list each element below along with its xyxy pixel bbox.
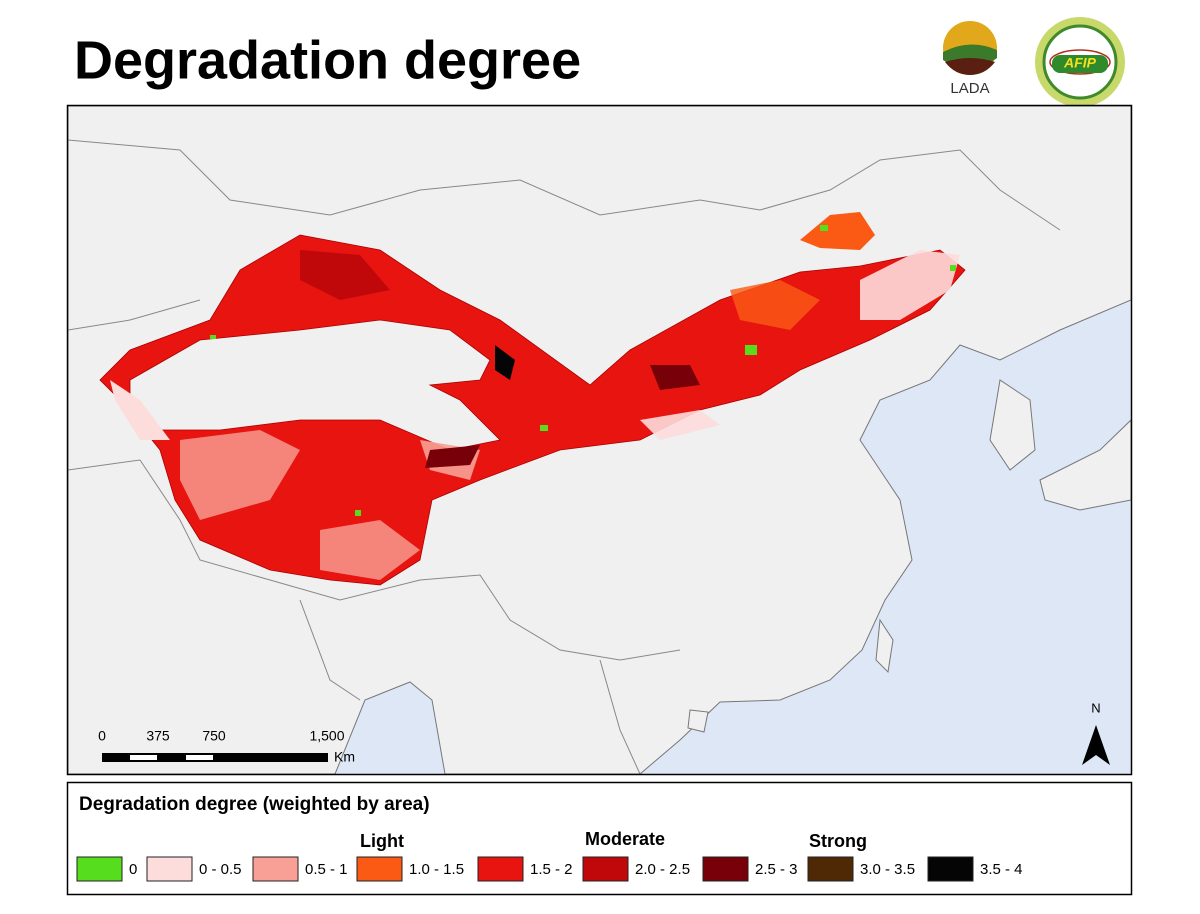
map-frame bbox=[66, 104, 1133, 776]
scale-bar: 0 375 750 1,500 Km bbox=[98, 728, 355, 765]
scale-unit: Km bbox=[334, 749, 355, 765]
scale-label: 1,500 bbox=[309, 728, 344, 744]
legend-swatch bbox=[582, 856, 629, 882]
legend-group: Strong bbox=[809, 831, 867, 851]
legend-label: 0 bbox=[129, 861, 137, 878]
legend-swatch bbox=[252, 856, 299, 882]
north-label: N bbox=[1091, 700, 1100, 715]
legend-label: 0.5 - 1 bbox=[305, 861, 348, 878]
scale-label: 0 bbox=[98, 728, 106, 744]
logo-text: AFIP bbox=[1063, 55, 1097, 71]
legend-swatch bbox=[927, 856, 974, 882]
legend-label: 2.5 - 3 bbox=[755, 861, 798, 878]
legend-swatch bbox=[702, 856, 749, 882]
legend-swatch bbox=[146, 856, 193, 882]
legend-title: Degradation degree (weighted by area) bbox=[79, 794, 430, 815]
legend-swatch bbox=[807, 856, 854, 882]
legend-label: 1.5 - 2 bbox=[530, 861, 573, 878]
legend-swatch bbox=[477, 856, 524, 882]
legend-items: 0 0 - 0.5 0.5 - 1 1.0 - 1.5 1.5 - 2 2.0 - 2.5… bbox=[76, 856, 1023, 882]
scale-label: 750 bbox=[202, 728, 226, 744]
legend-label: 2.0 - 2.5 bbox=[635, 861, 690, 878]
lada-logo: LADA bbox=[943, 21, 997, 97]
legend-label: 1.0 - 1.5 bbox=[409, 861, 464, 878]
legend-label: 3.5 - 4 bbox=[980, 861, 1023, 878]
map bbox=[68, 106, 1131, 774]
afip-logo: AFIP bbox=[1035, 17, 1125, 107]
north-arrow: N bbox=[1082, 700, 1110, 765]
legend-label: 0 - 0.5 bbox=[199, 861, 242, 878]
legend-group: Light bbox=[360, 831, 404, 851]
legend-group: Moderate bbox=[585, 829, 665, 849]
title: Degradation degree bbox=[74, 30, 581, 90]
legend-swatch bbox=[356, 856, 403, 882]
legend-swatch bbox=[76, 856, 123, 882]
scale-label: 375 bbox=[146, 728, 170, 744]
legend-label: 3.0 - 3.5 bbox=[860, 861, 915, 878]
logo-text: LADA bbox=[950, 80, 989, 97]
